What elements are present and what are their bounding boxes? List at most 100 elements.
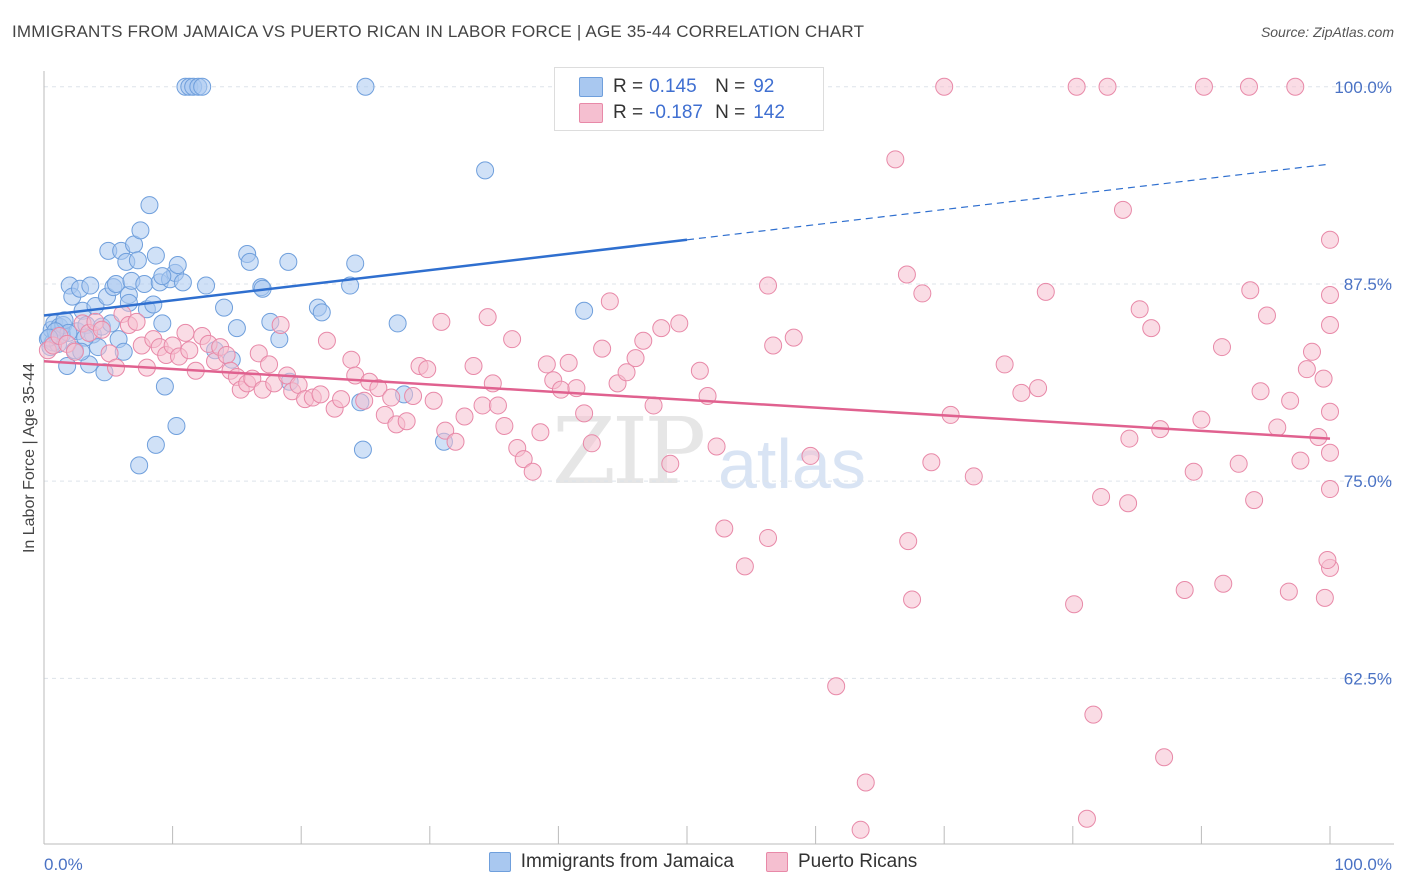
puerto-rican-point bbox=[851, 820, 870, 839]
legend-n-label: N = bbox=[715, 76, 746, 97]
jamaica-point bbox=[227, 319, 246, 338]
puerto-rican-point bbox=[897, 265, 916, 284]
puerto-rican-point bbox=[1257, 306, 1276, 325]
jamaica-point bbox=[135, 274, 154, 293]
puerto-rican-point bbox=[342, 350, 361, 369]
puerto-rican-point bbox=[92, 320, 111, 339]
puerto-rican-point bbox=[432, 312, 451, 331]
puerto-rican-point bbox=[1067, 77, 1086, 96]
puerto-rican-point bbox=[1113, 200, 1132, 219]
puerto-rican-point bbox=[1120, 429, 1139, 448]
puerto-rican-point bbox=[1155, 748, 1174, 767]
puerto-rican-point bbox=[404, 386, 423, 405]
puerto-rican-point bbox=[537, 355, 556, 374]
trend-line-jamaica bbox=[43, 238, 688, 317]
puerto-rican-point bbox=[600, 292, 619, 311]
jamaica-point bbox=[131, 221, 150, 240]
puerto-rican-point bbox=[575, 404, 594, 423]
jamaica-point bbox=[575, 301, 594, 320]
puerto-rican-point bbox=[1012, 383, 1031, 402]
jamaica-point bbox=[128, 251, 147, 270]
puerto-rican-point bbox=[707, 437, 726, 456]
puerto-rican-point bbox=[1279, 582, 1298, 601]
puerto-rican-point bbox=[661, 454, 680, 473]
puerto-rican-point bbox=[759, 528, 778, 547]
puerto-rican-point bbox=[617, 363, 636, 382]
puerto-rican-point bbox=[503, 330, 522, 349]
x-ticks bbox=[43, 826, 1331, 844]
puerto-rican-point bbox=[1302, 342, 1321, 361]
legend-r-value: 0.145 bbox=[649, 76, 697, 97]
puerto-rican-point bbox=[1291, 451, 1310, 470]
puerto-rican-point bbox=[317, 331, 336, 350]
legend-r-value: -0.187 bbox=[649, 102, 703, 123]
puerto-rican-point bbox=[903, 590, 922, 609]
legend-label-jamaica: Immigrants from Jamaica bbox=[520, 851, 734, 872]
legend-n-value: 142 bbox=[753, 102, 785, 123]
puerto-rican-point bbox=[332, 390, 351, 409]
jamaica-point bbox=[146, 435, 165, 454]
puerto-rican-point bbox=[271, 315, 290, 334]
puerto-rican-point bbox=[1314, 369, 1333, 388]
stats-legend: R = 0.145 N = 92 R = -0.187 N = 142 bbox=[554, 67, 824, 131]
legend-row-jamaica: R = 0.145 N = 92 bbox=[579, 74, 774, 100]
y-tick-label: 100.0% bbox=[1334, 78, 1392, 97]
puerto-rican-point bbox=[995, 355, 1014, 374]
puerto-rican-point bbox=[355, 391, 374, 410]
puerto-rican-point bbox=[531, 423, 550, 442]
trend-line-puerto-rican bbox=[43, 360, 1331, 440]
puerto-rican-point bbox=[1036, 282, 1055, 301]
jamaica-point bbox=[130, 456, 149, 475]
puerto-rican-point bbox=[65, 342, 84, 361]
jamaica-point bbox=[279, 252, 298, 271]
puerto-rican-point bbox=[514, 450, 533, 469]
puerto-rican-point bbox=[1268, 418, 1287, 437]
series-puerto-rican-points bbox=[38, 77, 1339, 839]
puerto-rican-point bbox=[1098, 77, 1117, 96]
puerto-rican-point bbox=[559, 353, 578, 372]
watermark-atlas: atlas bbox=[718, 425, 866, 503]
puerto-rican-point bbox=[1239, 77, 1258, 96]
puerto-rican-point bbox=[1175, 581, 1194, 600]
puerto-rican-point bbox=[1321, 480, 1339, 499]
puerto-rican-point bbox=[886, 150, 905, 169]
puerto-rican-point bbox=[801, 446, 820, 465]
puerto-rican-point bbox=[1029, 379, 1048, 398]
legend-swatch-blue bbox=[488, 852, 511, 872]
puerto-rican-point bbox=[634, 331, 653, 350]
legend-row-puerto-rican: R = -0.187 N = 142 bbox=[579, 100, 785, 126]
jamaica-point bbox=[312, 303, 331, 322]
puerto-rican-point bbox=[1286, 77, 1305, 96]
puerto-rican-point bbox=[759, 276, 778, 295]
puerto-rican-point bbox=[1245, 491, 1264, 510]
puerto-rican-point bbox=[1321, 230, 1339, 249]
puerto-rican-point bbox=[1194, 77, 1213, 96]
puerto-rican-point bbox=[690, 361, 709, 380]
puerto-rican-point bbox=[495, 416, 514, 435]
puerto-rican-point bbox=[1130, 300, 1149, 319]
jamaica-point bbox=[81, 276, 100, 295]
puerto-rican-point bbox=[1321, 443, 1339, 462]
puerto-rican-point bbox=[735, 557, 754, 576]
puerto-rican-point bbox=[382, 388, 401, 407]
legend-swatch-pink bbox=[579, 103, 603, 123]
puerto-rican-point bbox=[1192, 410, 1211, 429]
puerto-rican-point bbox=[551, 380, 570, 399]
puerto-rican-point bbox=[260, 355, 279, 374]
puerto-rican-point bbox=[1229, 454, 1248, 473]
legend-item-puerto-rican[interactable]: Puerto Ricans bbox=[765, 851, 917, 873]
jamaica-point bbox=[353, 440, 372, 459]
x-tick-label-max: 100.0% bbox=[1334, 855, 1392, 874]
puerto-rican-point bbox=[1251, 382, 1270, 401]
puerto-rican-point bbox=[464, 357, 483, 376]
puerto-rican-point bbox=[964, 467, 983, 486]
jamaica-point bbox=[140, 196, 159, 215]
jamaica-point bbox=[197, 276, 216, 295]
puerto-rican-point bbox=[311, 385, 330, 404]
puerto-rican-point bbox=[249, 344, 268, 363]
legend-item-jamaica[interactable]: Immigrants from Jamaica bbox=[488, 851, 734, 873]
puerto-rican-point bbox=[827, 677, 846, 696]
puerto-rican-point bbox=[1077, 809, 1096, 828]
y-tick-labels: 62.5% 75.0% 87.5% 100.0% bbox=[1334, 78, 1392, 689]
puerto-rican-point bbox=[1241, 281, 1260, 300]
